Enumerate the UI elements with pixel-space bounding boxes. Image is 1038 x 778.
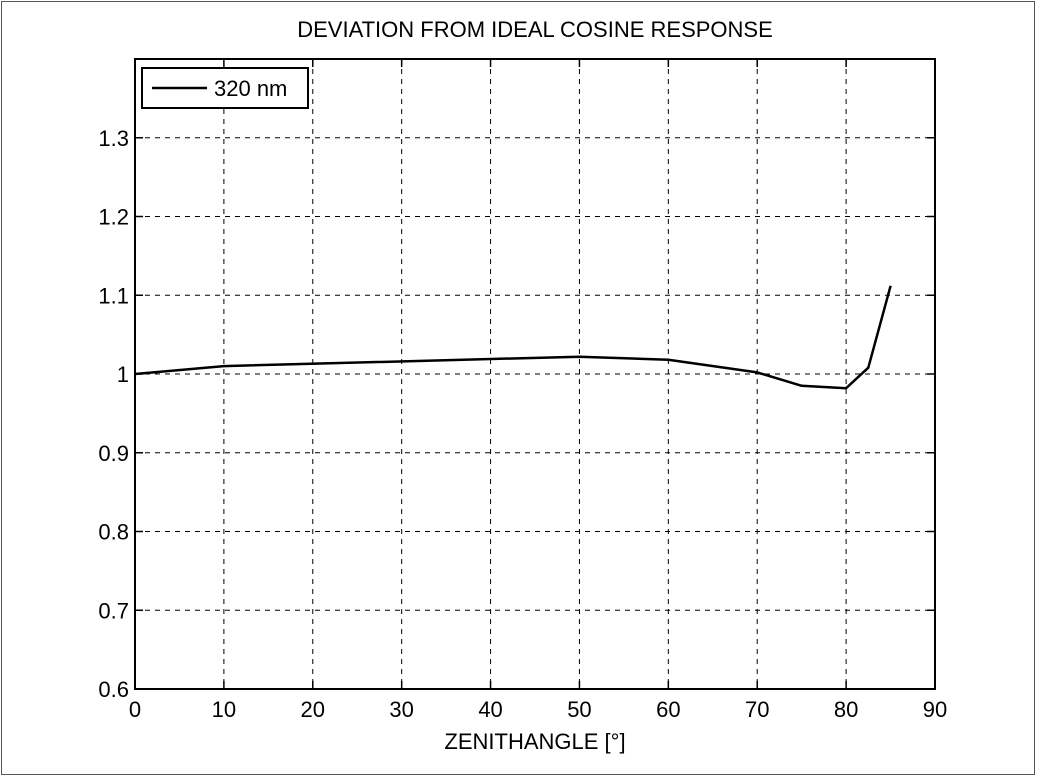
y-tick-label: 1.2 bbox=[98, 205, 129, 230]
x-axis-label: ZENITHANGLE [°] bbox=[444, 729, 625, 754]
x-tick-label: 90 bbox=[923, 697, 947, 722]
y-tick-label: 0.6 bbox=[98, 677, 129, 702]
y-tick-label: 0.7 bbox=[98, 598, 129, 623]
y-tick-label: 1.1 bbox=[98, 283, 129, 308]
legend: 320 nm bbox=[141, 67, 309, 109]
axis-ticks bbox=[134, 59, 936, 690]
x-tick-label: 40 bbox=[478, 697, 502, 722]
y-tick-label: 1.3 bbox=[98, 126, 129, 151]
x-tick-label: 70 bbox=[745, 697, 769, 722]
x-tick-label: 60 bbox=[656, 697, 680, 722]
y-tick-label: 0.8 bbox=[98, 520, 129, 545]
y-tick-label: 1 bbox=[117, 362, 129, 387]
x-tick-label: 50 bbox=[567, 697, 591, 722]
x-tick-labels: 0 10 20 30 40 50 60 70 80 90 bbox=[129, 697, 947, 722]
series-line-320nm bbox=[134, 285, 892, 390]
x-tick-label: 20 bbox=[301, 697, 325, 722]
series-lines bbox=[134, 285, 892, 390]
x-tick-label: 30 bbox=[389, 697, 413, 722]
x-tick-label: 10 bbox=[212, 697, 236, 722]
y-tick-labels: 0.6 0.7 0.8 0.9 1 1.1 1.2 1.3 bbox=[98, 126, 129, 702]
x-tick-label: 80 bbox=[834, 697, 858, 722]
x-tick-label: 0 bbox=[129, 697, 141, 722]
legend-label: 320 nm bbox=[214, 76, 287, 101]
y-tick-label: 0.9 bbox=[98, 441, 129, 466]
grid-lines bbox=[135, 59, 935, 689]
chart-title: DEVIATION FROM IDEAL COSINE RESPONSE bbox=[297, 17, 773, 42]
